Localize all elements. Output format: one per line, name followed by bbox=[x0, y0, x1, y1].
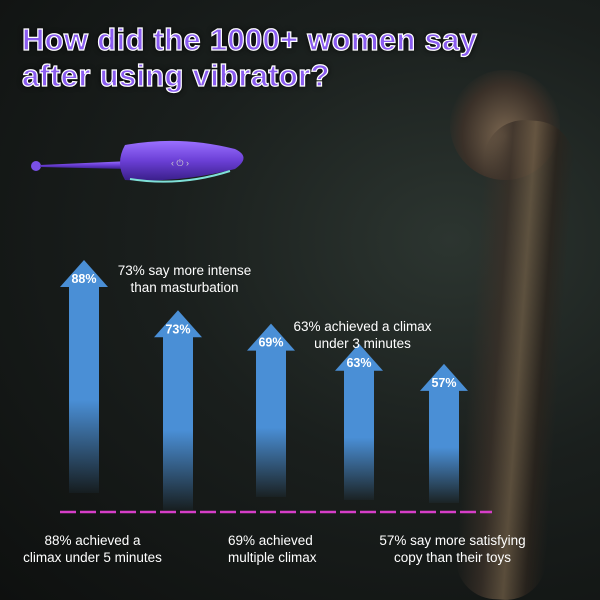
arrow-bar-88 bbox=[60, 260, 108, 493]
data-label: 57% bbox=[431, 376, 456, 390]
arrow-bar-63 bbox=[335, 343, 383, 500]
data-label: 88% bbox=[71, 272, 96, 286]
data-label: 63% bbox=[346, 356, 371, 370]
vibrator-image: ‹ ⏻ › bbox=[31, 140, 244, 183]
arrow-bar-69 bbox=[247, 323, 295, 497]
annotation-57: 57% say more satisfying copy than their t… bbox=[379, 533, 526, 565]
headline-line-1: How did the 1000+ women say bbox=[21, 21, 478, 57]
annotation-63: 63% achieved a climax under 3 minutes bbox=[293, 319, 432, 351]
headline: How did the 1000+ women say after using … bbox=[21, 21, 478, 94]
annotation-73: 73% say more intense than masturbation bbox=[117, 263, 252, 295]
data-label: 69% bbox=[258, 336, 283, 350]
annotation-88: 88% achieved a climax under 5 minutes bbox=[23, 533, 162, 565]
headline-line-2: after using vibrator? bbox=[21, 57, 330, 93]
data-label: 73% bbox=[165, 322, 190, 336]
arrow-bar-73 bbox=[154, 310, 202, 510]
device-buttons-icon: ‹ ⏻ › bbox=[171, 158, 189, 168]
arrow-bar-57 bbox=[420, 363, 468, 503]
annotation-69: 69% achieved multiple climax bbox=[228, 533, 317, 565]
